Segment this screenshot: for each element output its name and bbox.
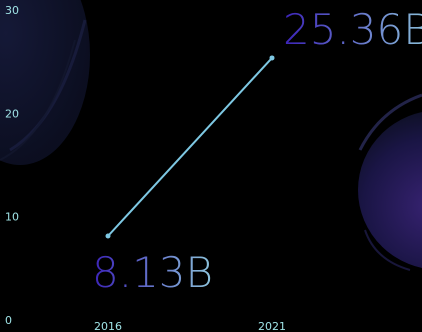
y-tick-label-2: 20 (5, 107, 19, 120)
data-point-0 (105, 233, 111, 239)
value-label-1: 25.36B (283, 5, 422, 54)
value-label-0: 8.13B (92, 248, 213, 297)
x-axis: 2016 2021 (94, 320, 286, 332)
data-point-1 (269, 55, 275, 61)
x-tick-label-1: 2021 (258, 320, 286, 332)
y-tick-label-1: 10 (5, 211, 19, 224)
left-brush-stroke (9, 19, 87, 152)
y-axis: 0 10 20 30 (5, 4, 19, 327)
right-brush-stroke (358, 93, 422, 151)
background-decoration (0, 0, 422, 271)
series-line-0 (107, 57, 273, 237)
point-labels: 8.13B 25.36B (92, 5, 422, 297)
right-brush-blob (358, 111, 422, 269)
series-layer (105, 55, 275, 239)
right-brush-stroke-2 (364, 229, 411, 271)
y-tick-label-0: 0 (5, 314, 12, 327)
y-tick-label-3: 30 (5, 4, 19, 17)
left-brush-stroke-2 (0, 39, 76, 161)
x-tick-label-0: 2016 (94, 320, 122, 332)
left-brush-blob (0, 0, 90, 165)
